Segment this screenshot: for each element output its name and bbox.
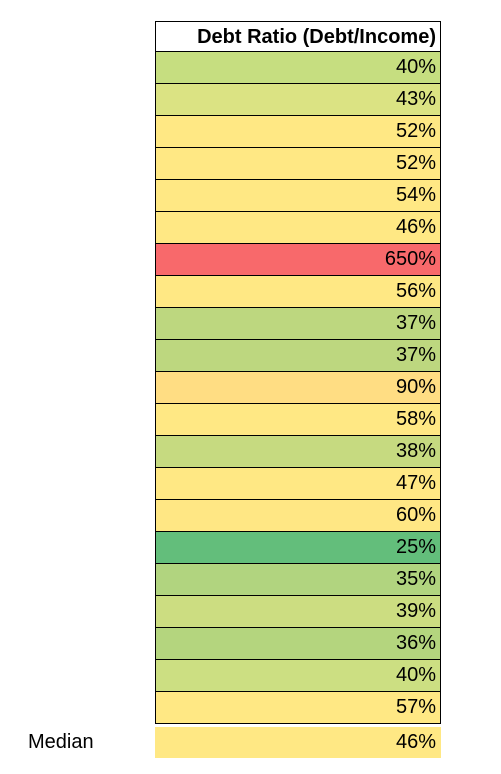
debt-ratio-cell[interactable]: 43% [155,84,441,116]
debt-ratio-cell[interactable]: 40% [155,52,441,84]
debt-ratio-header[interactable]: Debt Ratio (Debt/Income) [155,21,441,52]
debt-ratio-cell[interactable]: 38% [155,436,441,468]
debt-ratio-cell[interactable]: 90% [155,372,441,404]
debt-ratio-cell[interactable]: 56% [155,276,441,308]
debt-ratio-cell[interactable]: 47% [155,468,441,500]
debt-ratio-cell[interactable]: 52% [155,148,441,180]
debt-ratio-cell[interactable]: 54% [155,180,441,212]
debt-ratio-cell[interactable]: 37% [155,340,441,372]
debt-ratio-cell[interactable]: 57% [155,692,441,724]
debt-ratio-cell[interactable]: 35% [155,564,441,596]
debt-ratio-cell[interactable]: 25% [155,532,441,564]
debt-ratio-cell[interactable]: 58% [155,404,441,436]
median-value-cell[interactable]: 46% [155,727,441,758]
debt-ratio-column: 40% 43% 52% 52% 54% 46% 650% 56% 37% 37% 90% 58% 38%… [155,52,441,724]
debt-ratio-cell[interactable]: 39% [155,596,441,628]
debt-ratio-cell[interactable]: 36% [155,628,441,660]
debt-ratio-cell[interactable]: 60% [155,500,441,532]
median-label[interactable]: Median [28,731,94,753]
debt-ratio-cell[interactable]: 37% [155,308,441,340]
debt-ratio-cell[interactable]: 46% [155,212,441,244]
debt-ratio-cell[interactable]: 40% [155,660,441,692]
debt-ratio-cell[interactable]: 52% [155,116,441,148]
debt-ratio-cell[interactable]: 650% [155,244,441,276]
